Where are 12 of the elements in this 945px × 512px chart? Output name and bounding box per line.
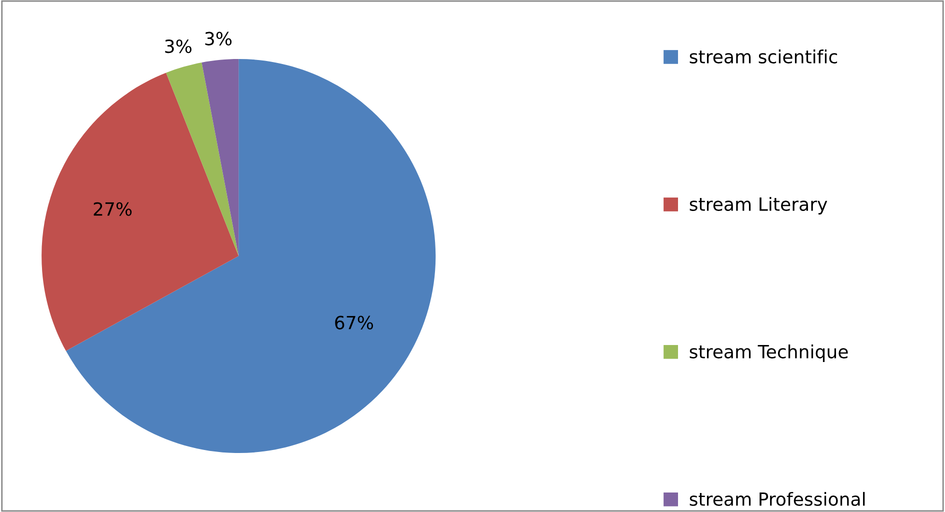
data-label: 67% (335, 316, 374, 330)
legend-label: stream Technique (690, 344, 848, 362)
data-label: 3% (165, 39, 192, 54)
legend-label: stream Professional (690, 492, 865, 506)
pie-slice (42, 72, 239, 351)
data-label: 27% (94, 202, 132, 216)
data-label: 3% (205, 32, 232, 46)
legend-label: stream scientific (690, 50, 838, 64)
pie-slice (66, 58, 436, 454)
pie-slice (166, 62, 239, 256)
legend-label: stream Literary (690, 197, 828, 214)
pie-slice (202, 58, 239, 256)
